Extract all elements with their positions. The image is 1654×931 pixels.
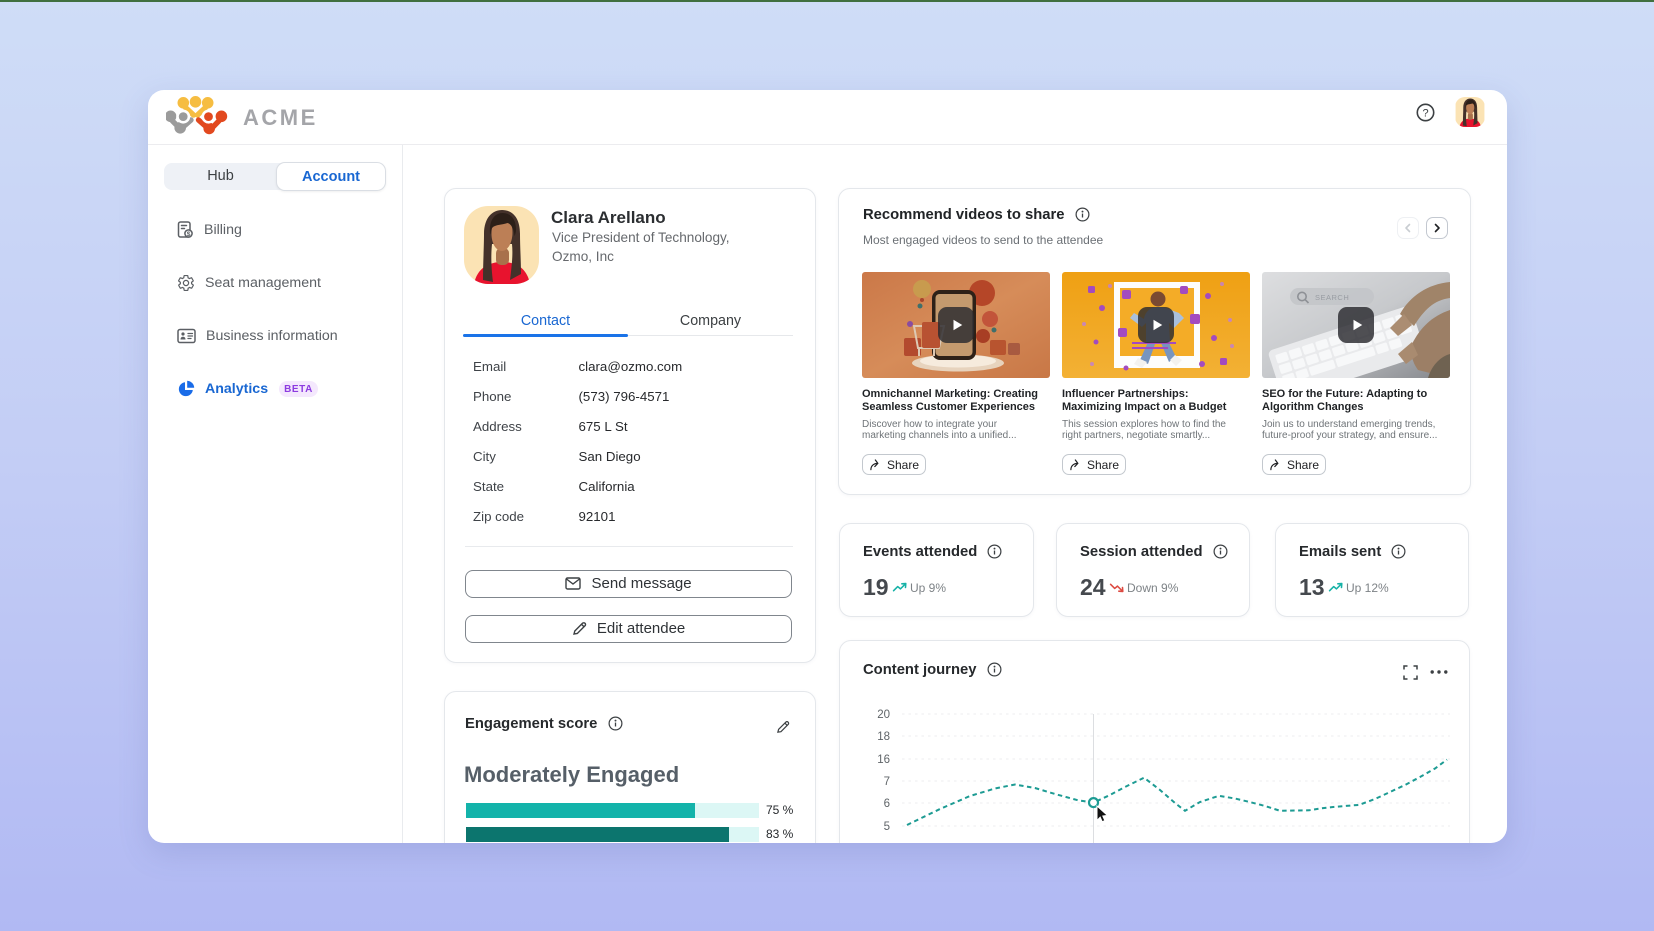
- svg-text:20: 20: [877, 709, 890, 721]
- svg-text:7: 7: [884, 776, 890, 788]
- svg-text:SEARCH: SEARCH: [1315, 293, 1349, 302]
- svg-text:6: 6: [884, 798, 890, 810]
- svg-text:?: ?: [1422, 107, 1428, 119]
- svg-text:$: $: [187, 231, 191, 238]
- svg-text:16: 16: [877, 754, 890, 766]
- svg-text:18: 18: [877, 731, 890, 743]
- svg-text:5: 5: [884, 821, 890, 833]
